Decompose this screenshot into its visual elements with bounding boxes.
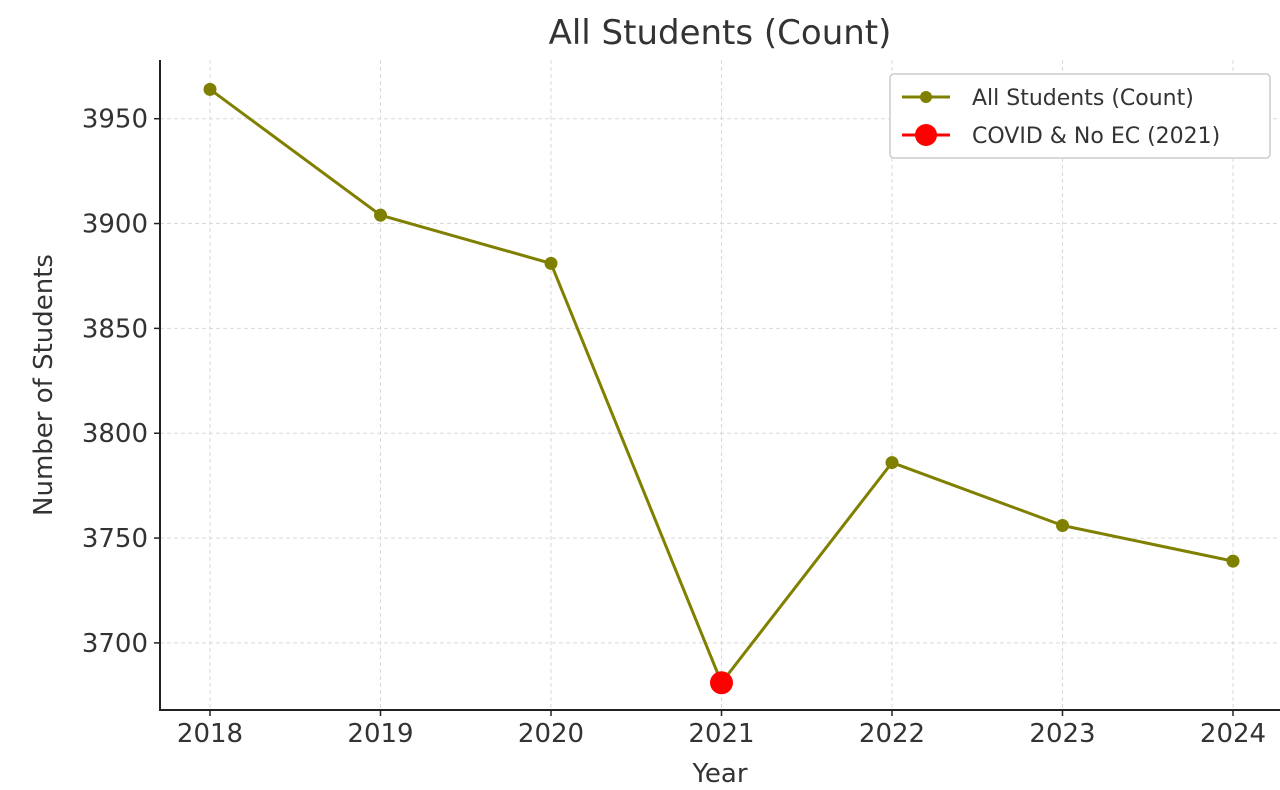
y-tick-label: 3750: [82, 524, 148, 554]
legend: All Students (Count) COVID & No EC (2021…: [889, 73, 1271, 159]
y-tick-label: 3700: [82, 629, 148, 659]
y-tick-label: 3850: [82, 314, 148, 344]
x-tick-label: 2021: [688, 719, 754, 749]
x-tick-label: 2023: [1029, 719, 1095, 749]
highlight-point: [710, 671, 733, 695]
data-point: [1056, 518, 1069, 532]
chart-title: All Students (Count): [549, 13, 892, 53]
y-tick-label: 3800: [82, 419, 148, 449]
x-tick-label: 2020: [518, 719, 584, 749]
x-tick-label: 2019: [347, 719, 413, 749]
legend-series-marker: [920, 91, 932, 103]
x-tick-label: 2024: [1200, 719, 1266, 749]
data-point: [203, 82, 217, 96]
x-axis-label: Year: [691, 759, 747, 789]
y-tick-label: 3900: [82, 210, 148, 240]
y-axis-ticks: 3700 3750 3800 3850 3900 3950: [82, 105, 160, 659]
data-point: [1226, 554, 1240, 568]
legend-box: [889, 73, 1271, 159]
legend-highlight-label: COVID & No EC (2021): [972, 124, 1220, 149]
x-tick-label: 2022: [859, 719, 925, 749]
data-point: [374, 208, 387, 222]
data-point: [544, 256, 558, 270]
y-axis-label: Number of Students: [29, 254, 59, 516]
legend-series-label: All Students (Count): [972, 86, 1194, 111]
x-tick-label: 2018: [177, 719, 243, 749]
grid: [160, 60, 1280, 710]
axis-spines: [159, 60, 1280, 711]
data-point: [885, 456, 899, 470]
y-tick-label: 3950: [82, 105, 148, 135]
legend-highlight-marker: [915, 124, 937, 146]
x-axis-ticks: 2018 2019 2020 2021 2022 2023 2024: [177, 710, 1266, 749]
series-layer: [203, 82, 1240, 695]
